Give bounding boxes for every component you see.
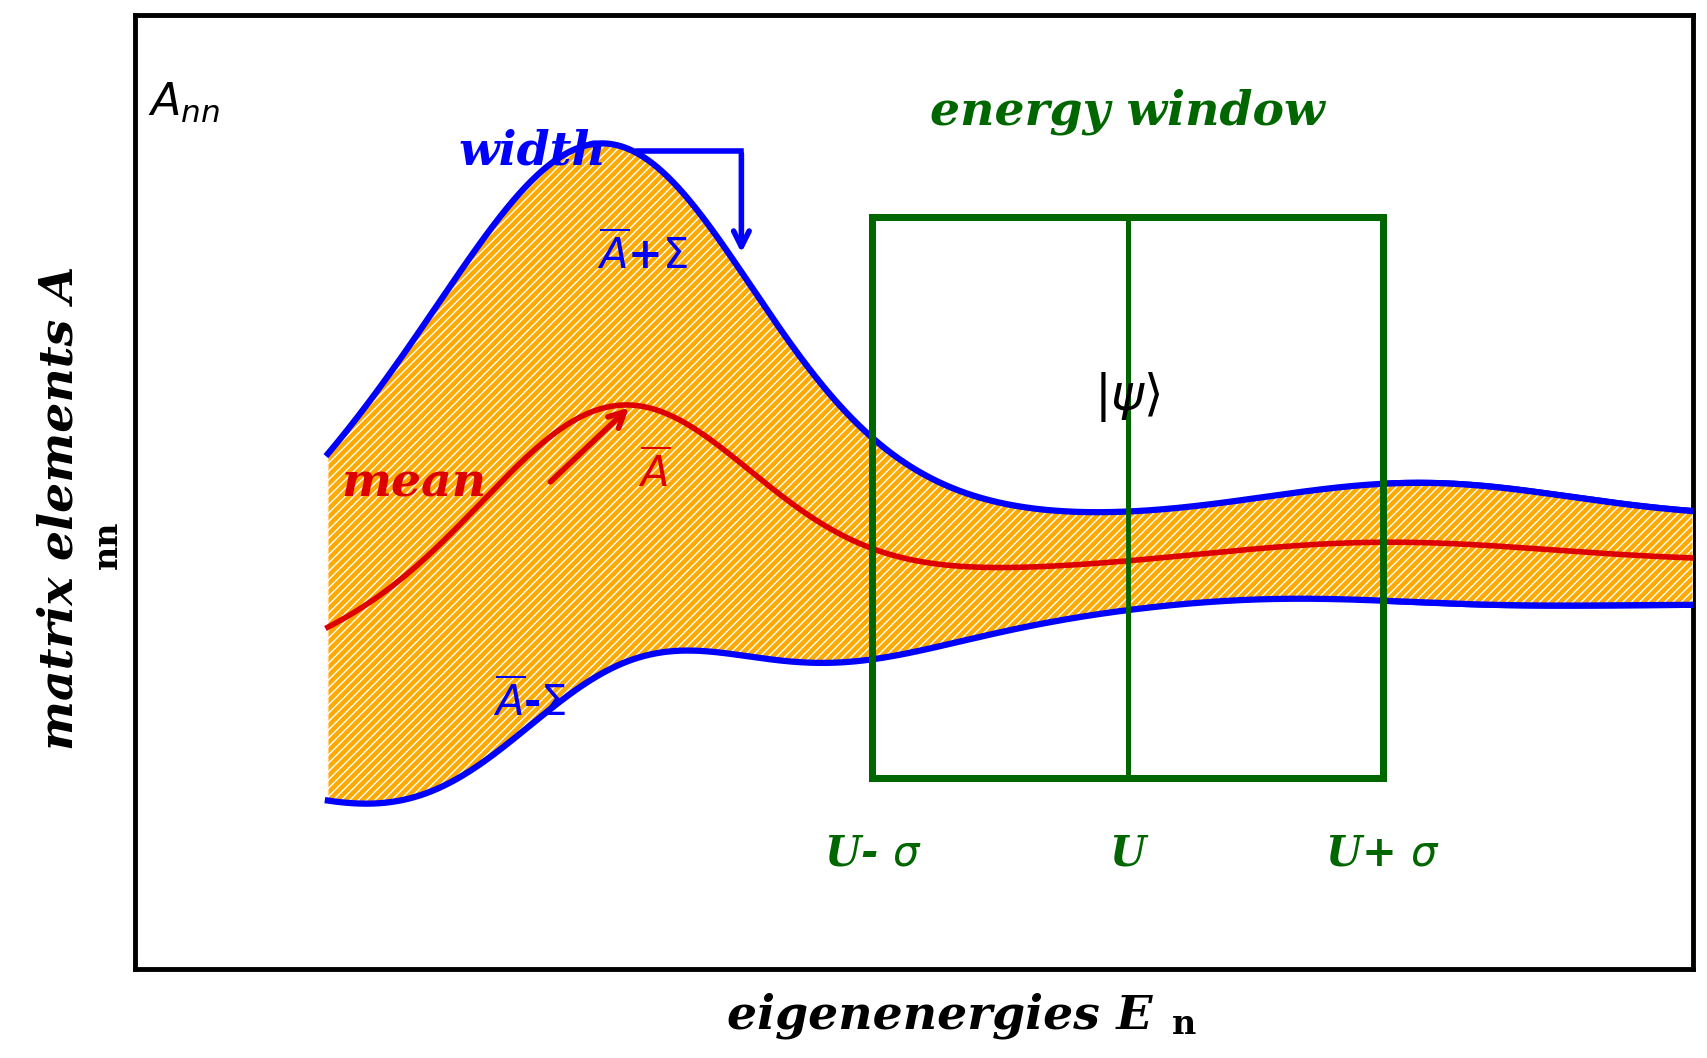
Text: energy window: energy window (930, 89, 1325, 135)
Bar (872, 217, 1383, 778)
Text: $|\psi\rangle$: $|\psi\rangle$ (1094, 369, 1161, 423)
Text: n: n (1171, 1007, 1195, 1041)
Text: eigenenergies E: eigenenergies E (725, 992, 1152, 1039)
Text: nn: nn (90, 521, 125, 569)
Bar (872, 217, 1383, 778)
Text: U- $\sigma$: U- $\sigma$ (823, 833, 920, 875)
Text: matrix elements A: matrix elements A (38, 266, 82, 750)
Text: $A_{nn}$: $A_{nn}$ (149, 80, 220, 125)
Text: $\overline{A}$-$\Sigma$: $\overline{A}$-$\Sigma$ (493, 679, 567, 725)
Text: width: width (459, 128, 606, 175)
Text: $\overline{A}$: $\overline{A}$ (638, 450, 671, 496)
Text: $\overline{A}$+$\Sigma$: $\overline{A}$+$\Sigma$ (596, 232, 688, 278)
Text: U: U (1110, 833, 1145, 875)
Bar (872, 217, 1383, 778)
Text: mean: mean (341, 461, 486, 507)
Text: U+ $\sigma$: U+ $\sigma$ (1325, 833, 1439, 875)
